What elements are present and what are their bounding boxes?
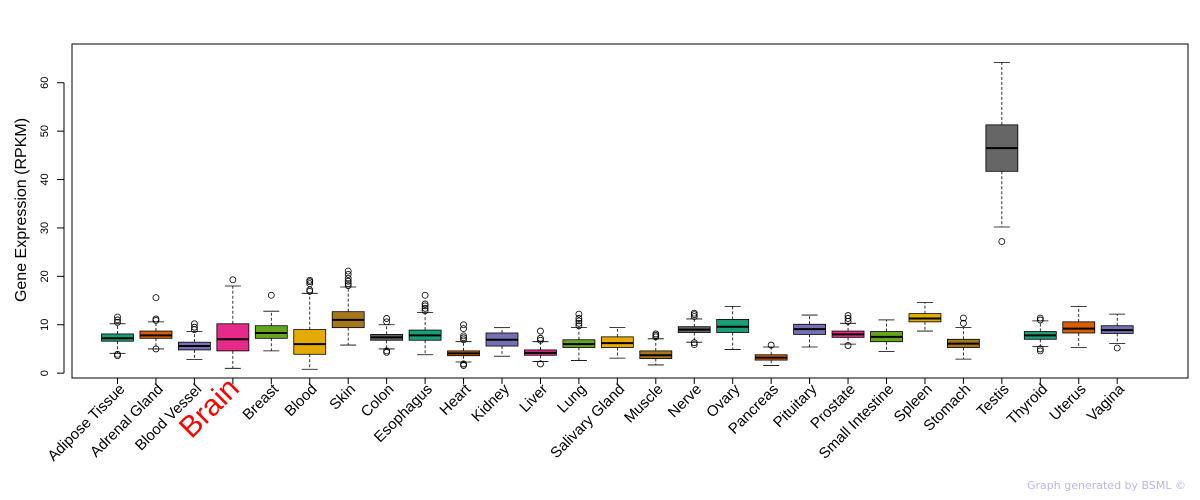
x-tick-label: Liver — [516, 381, 551, 416]
outlier-point — [1036, 314, 1044, 322]
outlier-point — [306, 286, 314, 294]
outlier-point — [421, 300, 429, 308]
outlier-point — [575, 319, 583, 327]
y-tick-label: 20 — [39, 270, 51, 282]
x-tick-label: Blood — [281, 381, 320, 420]
outlier-point — [229, 276, 237, 284]
outlier-point — [421, 291, 429, 299]
outlier-point — [690, 341, 698, 349]
outlier-point — [114, 350, 121, 358]
y-tick-label: 30 — [39, 222, 51, 234]
outlier-point — [537, 327, 544, 335]
outlier-point — [460, 321, 467, 329]
outlier-point — [344, 277, 352, 285]
outlier-point — [460, 336, 467, 344]
outlier-point — [190, 320, 198, 328]
outlier-point — [690, 339, 698, 347]
outlier-point — [421, 304, 429, 312]
outlier-point — [344, 280, 352, 288]
box-uterus — [1062, 321, 1096, 334]
outlier-point — [960, 319, 967, 327]
x-tick-label: Kidney — [468, 380, 513, 425]
outlier-point — [960, 314, 967, 322]
box-brain — [216, 323, 250, 352]
outlier-point — [460, 360, 467, 368]
outlier-point — [998, 238, 1006, 245]
outlier-point — [383, 315, 391, 322]
x-tick-label: Thyroid — [1004, 381, 1051, 428]
x-tick-label: Lung — [554, 381, 590, 417]
outlier-point — [575, 310, 583, 318]
outlier-point — [114, 313, 121, 321]
outlier-point — [460, 332, 467, 340]
outlier-point — [114, 316, 121, 324]
outlier-point — [383, 318, 391, 326]
outlier-point — [844, 342, 852, 349]
outlier-point — [575, 315, 583, 322]
outlier-point — [383, 348, 391, 356]
outlier-point — [537, 334, 544, 342]
x-tick-label: Skin — [326, 381, 359, 414]
outlier-point — [575, 322, 583, 330]
y-tick-label: 60 — [39, 77, 51, 89]
outlier-point — [1036, 316, 1044, 324]
x-tick-label: Breast — [239, 380, 282, 423]
outlier-point — [114, 318, 121, 326]
outlier-point — [383, 347, 391, 355]
outlier-point — [652, 332, 660, 339]
credit-text: Graph generated by BSML © — [1027, 479, 1186, 492]
outlier-point — [767, 341, 775, 349]
outlier-point — [537, 360, 544, 368]
box-blood — [293, 329, 327, 355]
x-tick-label: Nerve — [665, 381, 705, 421]
outlier-point — [1036, 347, 1044, 355]
outlier-point — [152, 294, 160, 302]
y-tick-label: 40 — [39, 173, 51, 185]
outlier-point — [306, 280, 314, 288]
outlier-point — [1113, 344, 1121, 352]
outlier-point — [460, 362, 467, 369]
outlier-point — [267, 291, 275, 299]
outlier-point — [421, 307, 429, 315]
outlier-point — [460, 334, 467, 342]
outlier-point — [460, 325, 467, 333]
y-tick-label: 50 — [39, 125, 51, 137]
outlier-point — [690, 313, 698, 320]
outlier-point — [575, 317, 583, 325]
outlier-point — [152, 345, 160, 353]
outlier-point — [306, 276, 314, 284]
outlier-point — [344, 267, 352, 275]
outlier-point — [690, 309, 698, 317]
outlier-point — [344, 271, 352, 278]
y-tick-label: 0 — [39, 370, 51, 376]
outlier-point — [344, 282, 352, 289]
outlier-point — [1036, 345, 1044, 353]
x-tick-label: Vagina — [1084, 380, 1129, 425]
x-tick-label: Uterus — [1046, 381, 1089, 424]
x-tick-label: Muscle — [621, 381, 667, 427]
outlier-point — [421, 302, 429, 310]
outlier-point — [652, 330, 660, 338]
outlier-point — [537, 336, 544, 344]
plot-frame — [71, 43, 1189, 379]
outlier-point — [152, 316, 160, 324]
outlier-point — [844, 312, 852, 319]
y-tick-label: 10 — [39, 319, 51, 331]
outlier-point — [344, 274, 352, 282]
y-axis-label: Gene Expression (RPKM) — [13, 118, 30, 302]
outlier-point — [844, 315, 852, 322]
outlier-point — [190, 323, 198, 331]
outlier-point — [152, 315, 160, 323]
